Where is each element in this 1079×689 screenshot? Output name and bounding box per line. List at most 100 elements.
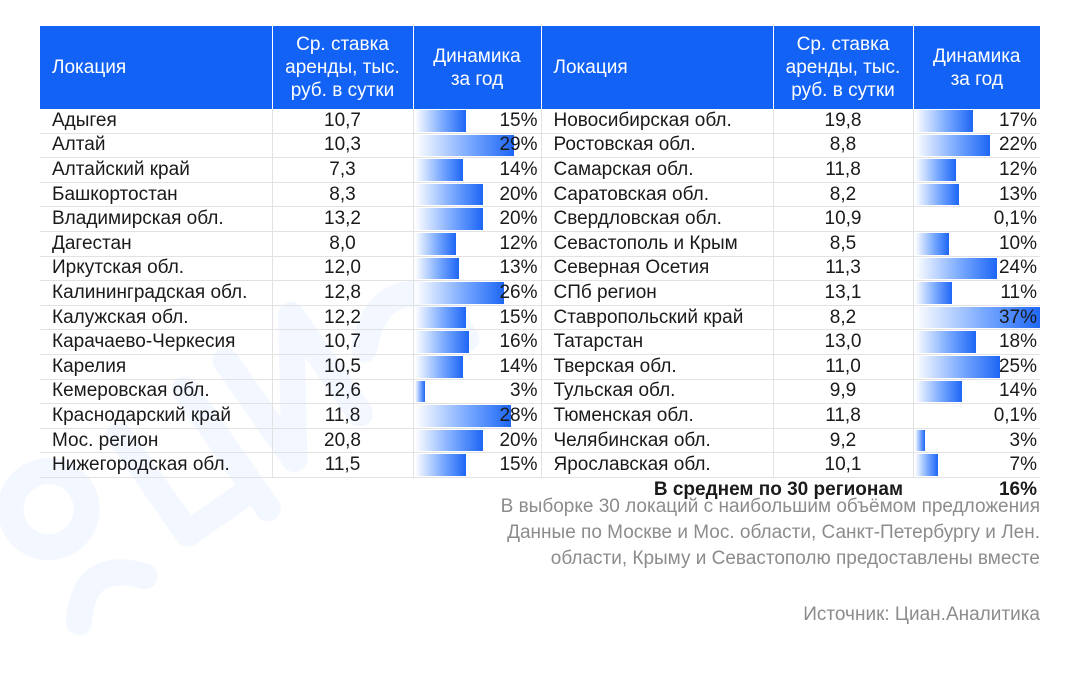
header-dynamics-left: Динамика за год — [413, 26, 541, 109]
dynamics-label: 3% — [510, 380, 537, 401]
dynamics-label: 20% — [499, 430, 537, 451]
location-cell: Татарстан — [541, 330, 773, 355]
dynamics-label: 17% — [999, 110, 1037, 131]
dynamics-bar — [915, 331, 977, 353]
table-header-row: Локация Ср. ставка аренды, тыс. руб. в с… — [40, 26, 1040, 109]
rate-cell: 13,0 — [773, 330, 913, 355]
location-cell: Северная Осетия — [541, 256, 773, 281]
location-cell: Ярославская обл. — [541, 453, 773, 478]
rate-cell: 20,8 — [272, 428, 413, 453]
dynamics-bar — [415, 282, 504, 304]
rate-cell: 10,7 — [272, 109, 413, 133]
dynamics-label: 13% — [999, 184, 1037, 205]
rate-cell: 10,3 — [272, 133, 413, 158]
rate-cell: 11,8 — [773, 404, 913, 429]
location-cell: Тульская обл. — [541, 379, 773, 404]
location-cell: Свердловская обл. — [541, 207, 773, 232]
dynamics-label: 3% — [1010, 430, 1037, 451]
location-cell: СПб регион — [541, 281, 773, 306]
dynamics-label: 26% — [499, 282, 537, 303]
dynamics-bar — [915, 381, 963, 403]
dynamics-cell: 17% — [913, 109, 1040, 133]
dynamics-bar — [915, 233, 949, 255]
header-rate-right: Ср. ставка аренды, тыс. руб. в сутки — [773, 26, 913, 109]
dynamics-bar — [915, 135, 990, 157]
dynamics-bar — [415, 405, 511, 427]
dynamics-label: 28% — [499, 405, 537, 426]
location-cell: Нижегородская обл. — [40, 453, 272, 478]
dynamics-label: 37% — [999, 307, 1037, 328]
location-cell: Кемеровская обл. — [40, 379, 272, 404]
rental-rates-table: Локация Ср. ставка аренды, тыс. руб. в с… — [40, 26, 1040, 502]
location-cell: Карачаево-Черкесия — [40, 330, 272, 355]
location-cell: Новосибирская обл. — [541, 109, 773, 133]
dynamics-bar — [915, 184, 959, 206]
dynamics-bar — [415, 184, 484, 206]
dynamics-bar — [915, 282, 953, 304]
header-dynamics-right: Динамика за год — [913, 26, 1040, 109]
location-cell: Саратовская обл. — [541, 182, 773, 207]
dynamics-label: 18% — [999, 331, 1037, 352]
rate-cell: 8,3 — [272, 182, 413, 207]
rate-cell: 12,6 — [272, 379, 413, 404]
dynamics-cell: 14% — [413, 158, 541, 183]
rate-cell: 8,5 — [773, 231, 913, 256]
dynamics-label: 12% — [499, 233, 537, 254]
dynamics-bar — [915, 110, 973, 132]
dynamics-label: 20% — [499, 184, 537, 205]
dynamics-cell: 14% — [913, 379, 1040, 404]
dynamics-cell: 12% — [913, 158, 1040, 183]
dynamics-bar — [415, 331, 470, 353]
dynamics-label: 29% — [499, 134, 537, 155]
rate-cell: 7,3 — [272, 158, 413, 183]
location-cell: Адыгея — [40, 109, 272, 133]
rate-cell: 9,9 — [773, 379, 913, 404]
dynamics-label: 14% — [999, 380, 1037, 401]
dynamics-label: 0,1% — [994, 405, 1037, 426]
dynamics-label: 25% — [999, 356, 1037, 377]
dynamics-cell: 22% — [913, 133, 1040, 158]
footnote-line: Данные по Москве и Мос. области, Санкт-П… — [340, 520, 1040, 546]
dynamics-cell: 15% — [413, 109, 541, 133]
location-cell: Владимирская обл. — [40, 207, 272, 232]
location-cell: Дагестан — [40, 231, 272, 256]
location-cell: Тверская обл. — [541, 354, 773, 379]
dynamics-bar — [915, 454, 939, 476]
rate-cell: 9,2 — [773, 428, 913, 453]
dynamics-bar — [915, 159, 956, 181]
table-row: Кемеровская обл.12,6 3%Тульская обл.9,9 14… — [40, 379, 1040, 404]
rate-cell: 12,2 — [272, 305, 413, 330]
rate-cell: 10,5 — [272, 354, 413, 379]
dynamics-cell: 20% — [413, 207, 541, 232]
rate-cell: 10,9 — [773, 207, 913, 232]
dynamics-cell: 25% — [913, 354, 1040, 379]
footnote-line: области, Крыму и Севастополю предоставле… — [340, 546, 1040, 572]
dynamics-label: 16% — [499, 331, 537, 352]
location-cell: Карелия — [40, 354, 272, 379]
average-spacer — [40, 477, 272, 501]
footnote-line: В выборке 30 локаций с наибольшим объёмо… — [340, 494, 1040, 520]
rate-cell: 12,8 — [272, 281, 413, 306]
rate-cell: 19,8 — [773, 109, 913, 133]
dynamics-label: 14% — [499, 356, 537, 377]
dynamics-cell: 28% — [413, 404, 541, 429]
dynamics-cell: 14% — [413, 354, 541, 379]
location-cell: Алтай — [40, 133, 272, 158]
header-rate-left: Ср. ставка аренды, тыс. руб. в сутки — [272, 26, 413, 109]
dynamics-label: 22% — [999, 134, 1037, 155]
dynamics-bar — [415, 454, 466, 476]
rate-cell: 8,0 — [272, 231, 413, 256]
rate-cell: 8,2 — [773, 182, 913, 207]
location-cell: Алтайский край — [40, 158, 272, 183]
dynamics-cell: 13% — [913, 182, 1040, 207]
dynamics-label: 7% — [1010, 454, 1037, 475]
